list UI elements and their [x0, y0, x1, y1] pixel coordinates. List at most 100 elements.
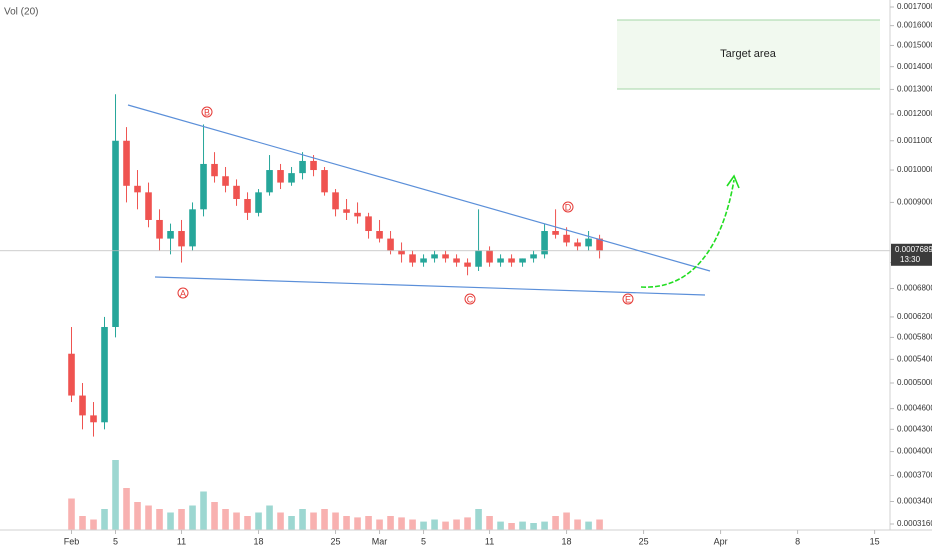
y-tick-label: 0.0004000	[897, 447, 932, 456]
volume-bar	[145, 505, 152, 530]
candle-layer	[0, 94, 890, 437]
x-tick-label: 5	[421, 536, 426, 546]
candle-body	[431, 254, 438, 259]
volume-bar	[574, 519, 581, 530]
volume-bar	[431, 519, 438, 530]
background-layer: Target area Vol (20)	[4, 7, 880, 90]
candle-body	[409, 254, 416, 263]
y-tick-label: 0.0004600	[897, 404, 932, 413]
wave-marker	[201, 106, 213, 118]
wave-label: D	[565, 202, 572, 212]
candle-body	[497, 258, 504, 263]
volume-bar	[596, 519, 603, 530]
candle-body	[255, 192, 262, 213]
volume-bar	[101, 509, 108, 530]
candle-body	[112, 140, 119, 327]
volume-bar	[167, 512, 174, 530]
candle-body	[310, 160, 317, 171]
indicator-label: Vol (20)	[4, 7, 38, 18]
volume-bar	[299, 509, 306, 530]
lower-trendline	[154, 276, 706, 296]
arrow-head	[726, 174, 740, 189]
y-tick-label: 0.0003700	[897, 471, 932, 480]
y-tick-label: 0.0012000	[897, 109, 932, 118]
candle-body	[343, 209, 350, 213]
candle-body	[288, 173, 295, 183]
volume-bar	[585, 521, 592, 530]
volume-bar	[178, 509, 185, 530]
volume-bar	[156, 509, 163, 530]
volume-bar	[277, 512, 284, 530]
volume-bar	[112, 460, 119, 530]
candle-body	[398, 250, 405, 255]
y-tick-label: 0.0014000	[897, 62, 932, 71]
x-tick-label: 25	[331, 536, 341, 546]
candle-body	[145, 192, 152, 220]
volume-bar	[442, 521, 449, 530]
volume-bar	[552, 516, 559, 530]
y-tick-label: 0.0003160	[897, 519, 932, 528]
wave-label: A	[180, 288, 186, 298]
candle-body	[222, 176, 229, 186]
candle-body	[332, 192, 339, 210]
candle-body	[387, 238, 394, 251]
candle-body	[277, 170, 284, 183]
y-tick-label: 0.0016000	[897, 21, 932, 30]
projection-arrow	[640, 179, 735, 288]
candle-body	[464, 262, 471, 267]
volume-bar	[68, 498, 75, 530]
volume-bar	[321, 509, 328, 530]
volume-bar	[90, 519, 97, 530]
candle-body	[178, 231, 185, 247]
volume-bar	[244, 516, 251, 530]
volume-bar	[464, 517, 471, 530]
volume-bar	[233, 512, 240, 530]
candle-body	[79, 395, 86, 416]
candle-body	[376, 231, 383, 239]
volume-bar	[508, 523, 515, 530]
last-price-box	[891, 243, 932, 266]
x-tick-label: 15	[870, 536, 880, 546]
wave-marker	[464, 293, 476, 305]
volume-bar	[332, 512, 339, 530]
candle-body	[167, 231, 174, 239]
drawing-layer: A B C D E	[127, 104, 740, 305]
candle-body	[563, 234, 570, 243]
candle-body	[156, 219, 163, 239]
candle-body	[530, 254, 537, 259]
candle-body	[453, 258, 460, 263]
volume-bar	[475, 509, 482, 530]
candle-body	[90, 415, 97, 423]
candle-body	[365, 216, 372, 232]
y-tick-label: 0.0003400	[897, 497, 932, 506]
candle-body	[519, 258, 526, 263]
volume-bar	[255, 512, 262, 530]
target-box	[617, 20, 880, 89]
wave-label: B	[204, 107, 210, 117]
wave-marker	[177, 287, 189, 299]
y-tick-label: 0.0013000	[897, 85, 932, 94]
wave-label: C	[467, 294, 474, 304]
candle-body	[475, 250, 482, 267]
countdown-label: 13:30	[900, 255, 921, 264]
volume-bar	[563, 512, 570, 530]
x-tick-label: 18	[254, 536, 264, 546]
volume-bar	[541, 521, 548, 530]
x-tick-label: 8	[795, 536, 800, 546]
volume-bar	[376, 519, 383, 530]
y-tick-label: 0.0006200	[897, 312, 932, 321]
y-tick-label: 0.0006800	[897, 284, 932, 293]
candle-body	[574, 242, 581, 247]
wave-label: E	[625, 294, 631, 304]
x-tick-label: 25	[639, 536, 649, 546]
candle-body	[244, 199, 251, 213]
x-tick-label: 5	[113, 536, 118, 546]
last-price-label: 0.0007689	[895, 245, 932, 254]
volume-bar	[200, 491, 207, 530]
candle-body	[321, 170, 328, 193]
volume-bar	[134, 502, 141, 530]
candle-body	[541, 231, 548, 255]
target-label: Target area	[720, 48, 777, 60]
volume-bar	[453, 519, 460, 530]
